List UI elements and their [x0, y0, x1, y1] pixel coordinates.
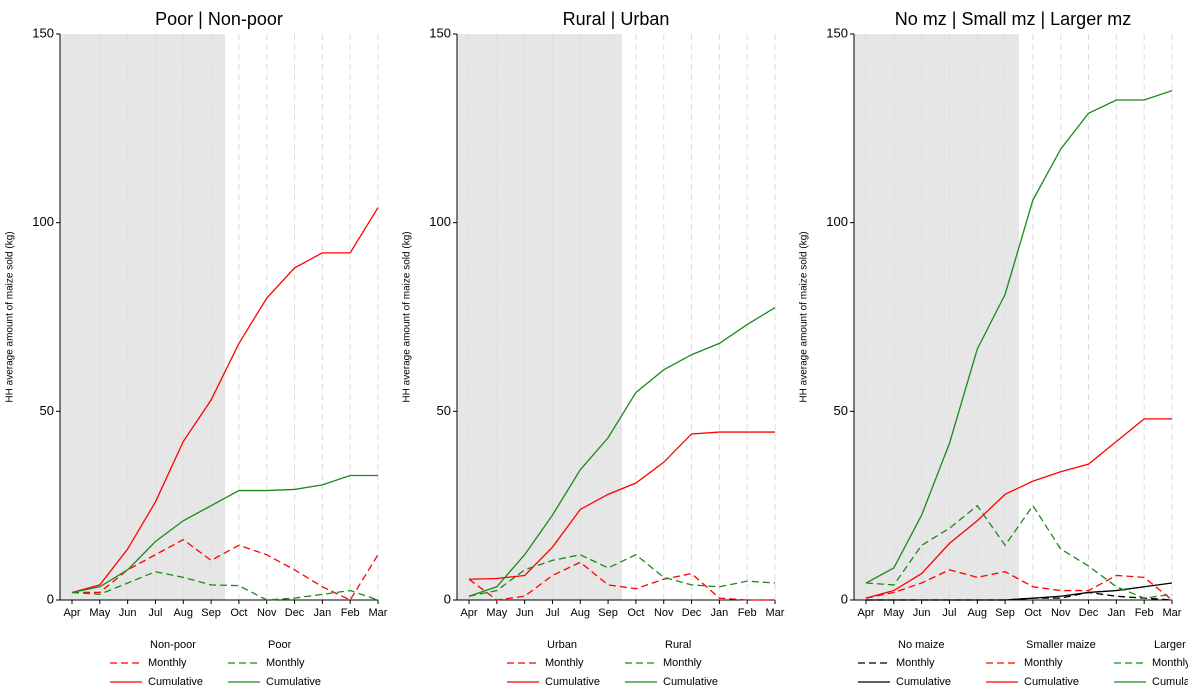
legend-label: Monthly: [545, 657, 584, 669]
x-tick-label: Jul: [148, 607, 162, 619]
x-tick-label: Jun: [913, 607, 931, 619]
x-tick-label: Jul: [545, 607, 559, 619]
x-tick-label: Feb: [738, 607, 757, 619]
series-line: [468, 431, 775, 580]
x-tick-label: May: [89, 607, 110, 619]
y-tick-label: 100: [826, 214, 848, 229]
y-axis-label: HH average amount of maize sold (kg): [402, 231, 413, 402]
series-line: [865, 504, 1173, 599]
y-tick-label: 100: [32, 214, 54, 229]
legend-label: Monthly: [1152, 657, 1188, 669]
x-tick-label: Dec: [682, 607, 702, 619]
x-tick-label: Oct: [1024, 607, 1041, 619]
x-tick-label: Aug: [967, 607, 987, 619]
series-line: [865, 418, 1172, 599]
x-tick-label: Jun: [119, 607, 137, 619]
series-line: [866, 582, 1173, 601]
x-tick-label: Mar: [1163, 607, 1182, 619]
series-line: [71, 571, 379, 601]
x-tick-label: May: [883, 607, 904, 619]
legend-group: Smaller maize: [1026, 639, 1096, 651]
y-axis-label: HH average amount of maize sold (kg): [799, 231, 810, 402]
legend-group: Larger maize: [1154, 639, 1188, 651]
legend-group: Non-poor: [150, 639, 196, 651]
x-tick-label: Jan: [1107, 607, 1125, 619]
shaded-season: [457, 34, 622, 600]
legend-label: Cumulative: [1152, 676, 1188, 688]
series-line: [468, 553, 776, 597]
y-tick-label: 0: [444, 591, 451, 606]
series-line: [865, 569, 1173, 601]
chart-title: Rural | Urban: [563, 9, 670, 29]
x-tick-label: Nov: [1051, 607, 1071, 619]
legend-label: Cumulative: [1024, 676, 1079, 688]
y-tick-label: 50: [40, 403, 54, 418]
y-tick-label: 0: [841, 591, 848, 606]
legend-label: Monthly: [266, 657, 305, 669]
series-line: [71, 474, 378, 594]
x-tick-label: Aug: [570, 607, 590, 619]
x-tick-label: Nov: [257, 607, 277, 619]
legend-label: Monthly: [1024, 657, 1063, 669]
x-tick-label: Mar: [369, 607, 388, 619]
x-tick-label: Apr: [460, 607, 477, 619]
x-tick-label: Apr: [63, 607, 80, 619]
series-line: [865, 89, 1173, 584]
x-tick-label: Nov: [654, 607, 674, 619]
x-tick-label: Jan: [710, 607, 728, 619]
shaded-season: [60, 34, 225, 600]
series-line: [71, 207, 379, 594]
legend-label: Cumulative: [896, 676, 951, 688]
legend-group: Urban: [547, 639, 577, 651]
x-tick-label: Dec: [285, 607, 305, 619]
y-tick-label: 50: [437, 403, 451, 418]
y-tick-label: 150: [32, 25, 54, 40]
x-tick-label: Oct: [627, 607, 644, 619]
y-tick-label: 50: [834, 403, 848, 418]
legend-group: No maize: [898, 639, 944, 651]
shaded-season: [854, 34, 1019, 600]
legend-group: Poor: [268, 639, 292, 651]
x-tick-label: Jun: [516, 607, 534, 619]
x-tick-label: Dec: [1079, 607, 1099, 619]
legend-label: Cumulative: [663, 676, 718, 688]
legend-label: Monthly: [663, 657, 702, 669]
y-tick-label: 150: [429, 25, 451, 40]
series-line: [72, 538, 379, 601]
x-tick-label: Jul: [942, 607, 956, 619]
legend-label: Monthly: [148, 657, 187, 669]
x-tick-label: Sep: [598, 607, 618, 619]
legend-label: Cumulative: [266, 676, 321, 688]
series-line: [468, 307, 776, 597]
chart-title: No mz | Small mz | Larger mz: [895, 9, 1131, 29]
x-tick-label: May: [486, 607, 507, 619]
x-tick-label: Aug: [173, 607, 193, 619]
x-tick-label: Sep: [995, 607, 1015, 619]
y-tick-label: 150: [826, 25, 848, 40]
x-tick-label: Mar: [766, 607, 785, 619]
chart-title: Poor | Non-poor: [155, 9, 283, 29]
legend-label: Cumulative: [545, 676, 600, 688]
x-tick-label: Sep: [201, 607, 221, 619]
series-line: [468, 561, 775, 601]
legend-label: Cumulative: [148, 676, 203, 688]
y-axis-label: HH average amount of maize sold (kg): [5, 231, 16, 402]
x-tick-label: Jan: [313, 607, 331, 619]
x-tick-label: Oct: [230, 607, 247, 619]
legend-label: Monthly: [896, 657, 935, 669]
y-tick-label: 0: [47, 591, 54, 606]
y-tick-label: 100: [429, 214, 451, 229]
x-tick-label: Apr: [857, 607, 874, 619]
legend-group: Rural: [665, 639, 691, 651]
x-tick-label: Feb: [341, 607, 360, 619]
x-tick-label: Feb: [1135, 607, 1154, 619]
